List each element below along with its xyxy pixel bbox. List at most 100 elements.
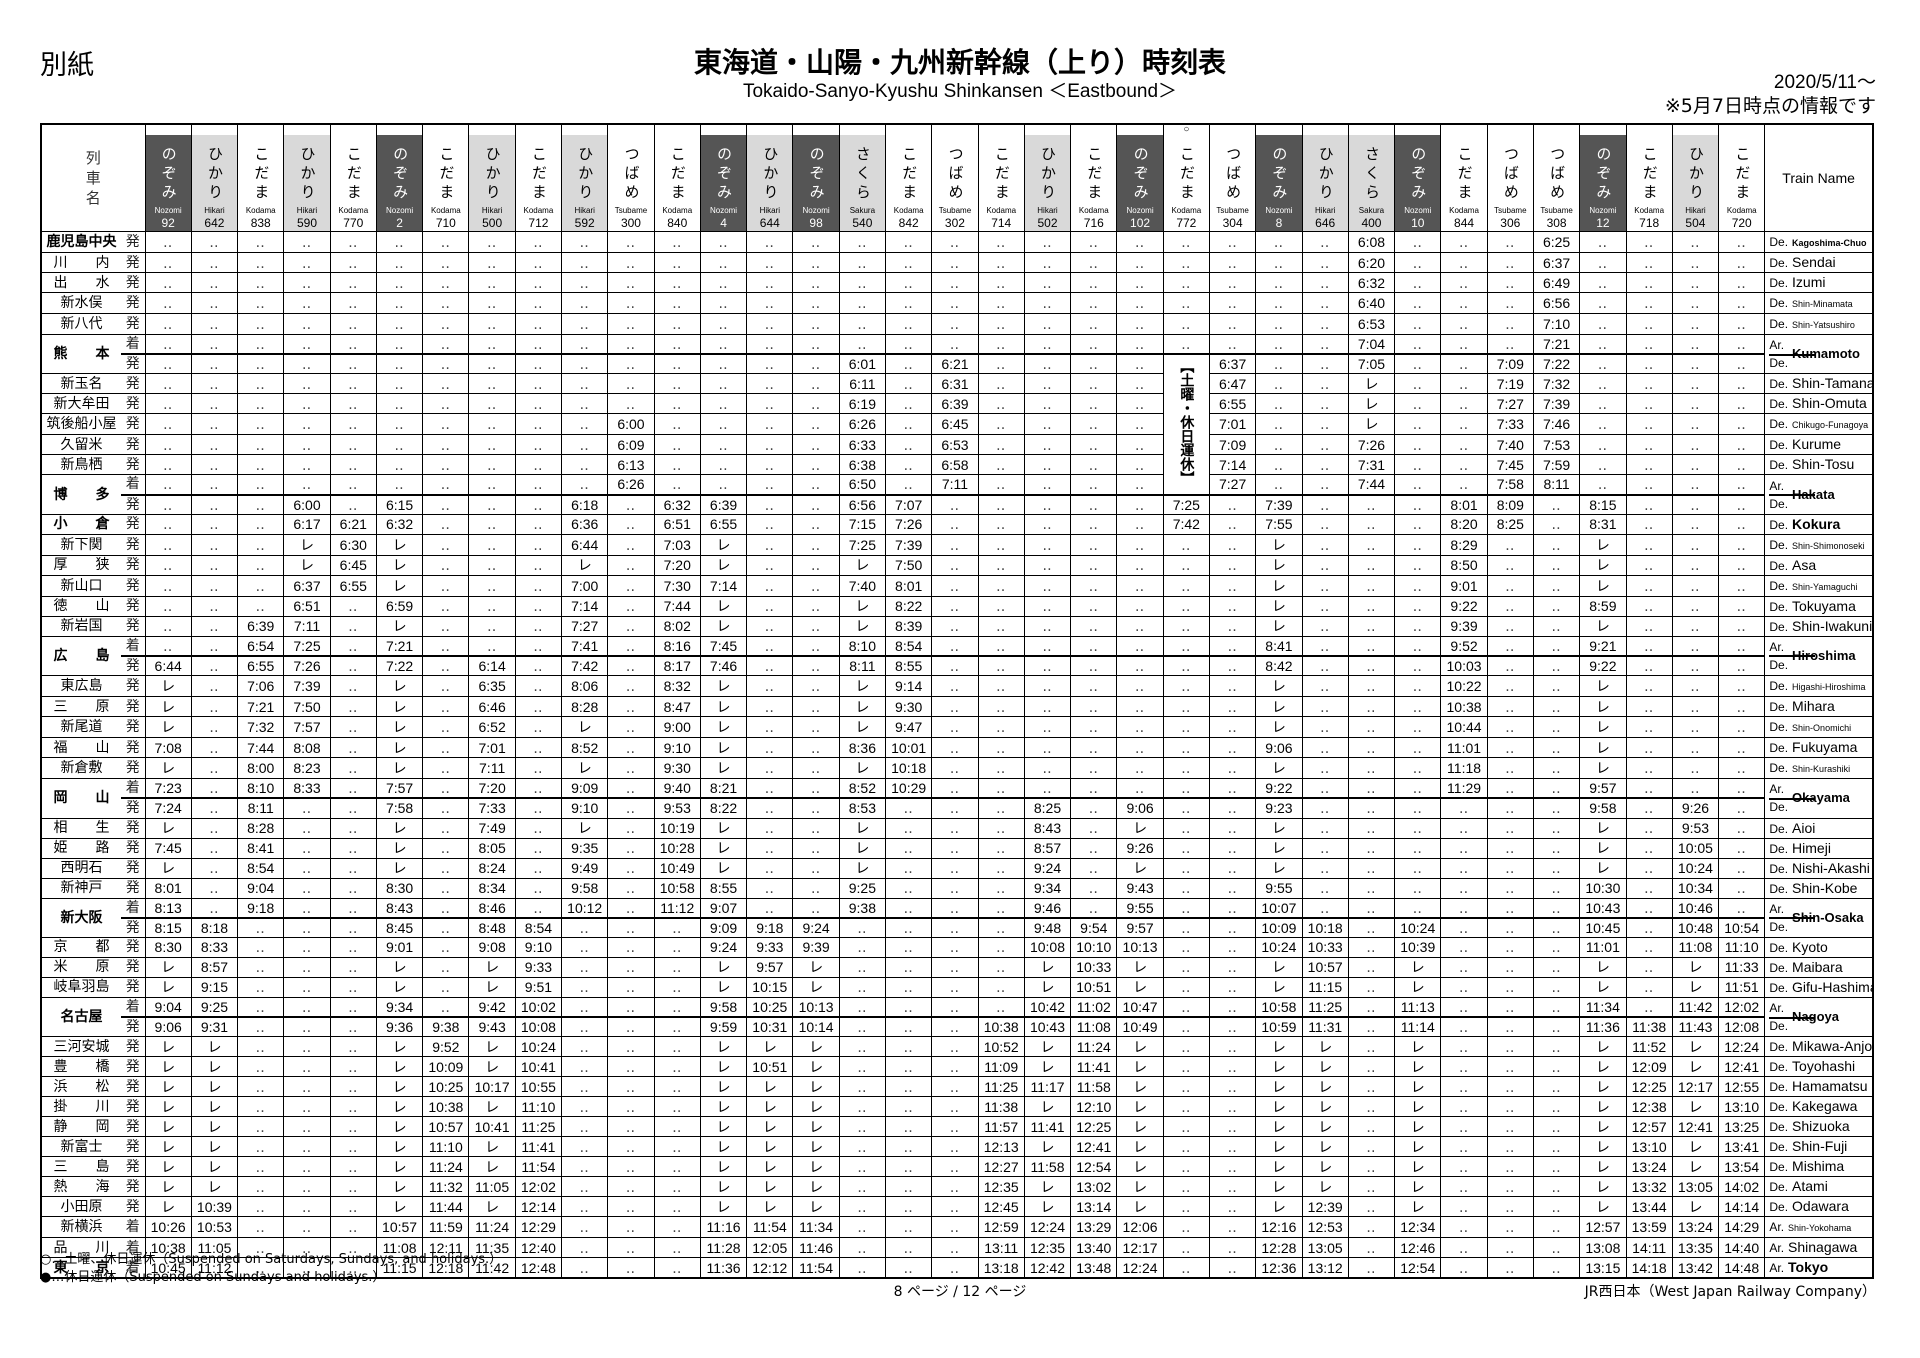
arrival-departure-mark: 発 [121, 595, 146, 617]
time-cell: 7:44 [653, 595, 701, 617]
time-cell: 10:26 [144, 1216, 192, 1239]
no-service-cell: ‥ [1440, 393, 1488, 415]
train-type: Kodama [986, 206, 1017, 215]
no-service-cell: ‥ [1671, 413, 1720, 436]
train-type: Kodama [1449, 206, 1479, 215]
time-cell: 13:35 [1671, 1237, 1720, 1259]
train-type: Nozomi [1265, 206, 1293, 215]
no-service-cell: ‥ [561, 1237, 609, 1259]
time-cell: 8:15 [1579, 493, 1627, 515]
no-service-cell: ‥ [1532, 1016, 1581, 1038]
table-row: 掛川発レレ ‥ ‥ ‥ レ 10:38 レ 11:10 ‥ ‥ ‥ レレレ ‥ ‥ ‥ 11:38 レ 12:10… [40, 1096, 1874, 1118]
no-service-cell: ‥ [1255, 272, 1303, 293]
no-service-cell: ‥ [1440, 454, 1488, 476]
no-service-cell: ‥ [1208, 936, 1257, 958]
no-service-cell: ‥ [1208, 916, 1257, 938]
time-cell: 13:14 [1070, 1196, 1118, 1218]
time-cell: 10:58 [653, 877, 701, 899]
no-service-cell: ‥ [1116, 272, 1164, 293]
no-service-cell: ‥ [1347, 1196, 1396, 1218]
time-cell: 9:53 [653, 797, 701, 819]
time-cell: 9:33 [746, 936, 794, 958]
table-row: 川内発 ‥ ‥ ‥ ‥ ‥ ‥ ‥ ‥ ‥ ‥ ‥ ‥ ‥ ‥ ‥ ‥ ‥ ‥ ‥ ‥ ‥ ‥ ‥ ‥ ‥ ‥ 6:20 ‥ ‥ ‥ 6:37… [40, 252, 1874, 273]
pass-mark: レ [1579, 1076, 1627, 1098]
no-service-cell: ‥ [1116, 675, 1164, 698]
no-service-cell: ‥ [1347, 533, 1396, 556]
time-cell: 11:25 [514, 1116, 563, 1138]
time-cell: 11:31 [1301, 1016, 1349, 1038]
train-header: こだま Kodama 842 [885, 123, 933, 232]
no-service-cell: ‥ [838, 1136, 887, 1158]
table-row: 鹿児島中央発 ‥ ‥ ‥ ‥ ‥ ‥ ‥ ‥ ‥ ‥ ‥ ‥ ‥ ‥ ‥ ‥ ‥ ‥ ‥ ‥ ‥ ‥ ‥ ‥ ‥ ‥ 6:08 ‥ ‥ ‥ 6… [40, 231, 1874, 253]
no-service-cell: ‥ [885, 272, 933, 293]
no-service-cell: ‥ [1208, 1176, 1257, 1198]
no-service-cell: ‥ [237, 1176, 285, 1198]
time-cell: 8:53 [838, 797, 887, 819]
train-header-body: こだま Kodama 772 [1164, 135, 1208, 231]
no-service-cell: ‥ [653, 1056, 701, 1078]
no-service-cell: ‥ [792, 513, 840, 535]
station-name: 浜松 [40, 1076, 121, 1098]
station-name-en-group: Ar. De. Kumamoto [1769, 336, 1872, 373]
station-name: 三島 [40, 1156, 121, 1178]
no-service-cell: ‥ [1532, 1056, 1581, 1078]
train-type: Kodama [245, 206, 276, 215]
no-service-cell: ‥ [190, 454, 239, 476]
time-cell: 12:35 [1023, 1237, 1072, 1259]
stop-type-prefixes: Ar. De. [1769, 780, 1788, 816]
stop-type-prefix: De. [1769, 980, 1789, 995]
train-kana: こだま [1085, 145, 1104, 203]
table-row: 発 7:24 ‥ 8:11 ‥ ‥ 7:58 ‥ 7:33 ‥ 9:10 ‥ 9:53 8:22 ‥ ‥ 8:5… [41, 797, 1873, 819]
no-service-cell: ‥ [237, 252, 285, 273]
no-service-cell: ‥ [1301, 493, 1349, 515]
time-cell: 8:10 [838, 635, 887, 657]
no-service-cell: ‥ [329, 1076, 377, 1098]
pass-mark: レ [1579, 675, 1627, 698]
stop-type-prefix: De. [1769, 317, 1789, 331]
no-service-cell: ‥ [1162, 272, 1210, 293]
no-service-cell: ‥ [468, 292, 516, 314]
arrival-departure-mark: 発 [121, 434, 146, 456]
pass-mark: レ [561, 817, 609, 839]
no-service-cell: ‥ [422, 554, 470, 576]
time-cell: 6:13 [607, 454, 655, 476]
station-name-text: 新大牟田 [53, 395, 110, 412]
time-cell: 11:34 [792, 1216, 840, 1239]
table-row: 出水発 ‥ ‥ ‥ ‥ ‥ ‥ ‥ ‥ ‥ ‥ ‥ ‥ ‥ ‥ ‥ ‥ ‥ ‥ ‥ ‥ ‥ ‥ ‥ ‥ ‥ ‥ 6:32 ‥ ‥ ‥ 6:49… [40, 272, 1874, 293]
time-cell: 10:08 [514, 1016, 563, 1038]
time-cell: 11:10 [1718, 936, 1766, 958]
no-service-cell: ‥ [1440, 1136, 1488, 1158]
no-service-cell: ‥ [1070, 393, 1118, 415]
no-service-cell: ‥ [1486, 231, 1534, 253]
no-service-cell: ‥ [838, 1257, 887, 1279]
station-name-en-text: Hiroshima [1792, 647, 1856, 663]
no-service-cell: ‥ [283, 897, 331, 919]
station-name-en-text: Chikugo-Funagoya [1792, 420, 1869, 431]
operation-mark [1025, 125, 1070, 135]
station-name-text: 品川 [53, 1239, 110, 1256]
station-name-en-text: Mikawa-Anjo [1792, 1038, 1873, 1055]
no-service-cell: ‥ [1208, 1096, 1257, 1118]
no-service-cell: ‥ [931, 716, 979, 739]
no-service-cell: ‥ [1162, 737, 1210, 759]
station-name: 博多 [40, 474, 121, 515]
no-service-cell: ‥ [1625, 533, 1673, 556]
no-service-cell: ‥ [931, 1016, 979, 1038]
no-service-cell: ‥ [144, 373, 192, 395]
time-cell: 8:43 [1023, 817, 1072, 839]
no-service-cell: ‥ [283, 1096, 331, 1118]
no-service-cell: ‥ [1023, 737, 1072, 759]
station-name-text: 西明石 [60, 860, 103, 876]
train-number: 304 [1222, 216, 1243, 230]
station-name-text: 久留米 [60, 436, 103, 453]
no-service-cell: ‥ [792, 857, 840, 879]
no-service-cell: ‥ [1023, 716, 1072, 739]
time-cell: 12:54 [1070, 1156, 1118, 1178]
station-name: 新大阪 [40, 897, 121, 938]
no-service-cell: ‥ [1255, 413, 1303, 436]
no-service-cell: ‥ [1070, 696, 1118, 718]
no-service-cell: ‥ [1208, 675, 1257, 698]
pass-mark: レ [1255, 1176, 1303, 1198]
pass-mark: レ [792, 976, 840, 998]
no-service-cell: ‥ [514, 757, 563, 780]
